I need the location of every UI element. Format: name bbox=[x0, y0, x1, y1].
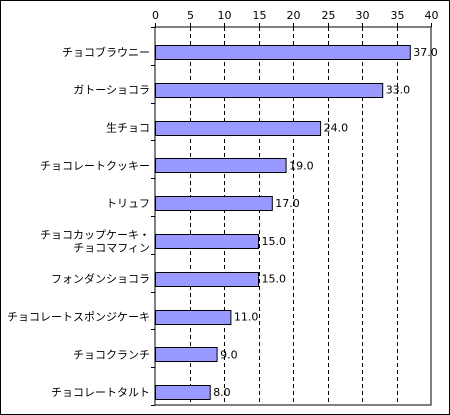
category-label: チョコブラウニー bbox=[62, 45, 150, 59]
x-tick-label: 15 bbox=[253, 9, 267, 22]
category-label: ガトーショコラ bbox=[73, 84, 150, 97]
category-label: 生チョコ bbox=[106, 121, 150, 135]
value-label: 24.0 bbox=[324, 122, 349, 135]
value-label: 19.0 bbox=[289, 159, 314, 172]
bar bbox=[155, 196, 273, 211]
value-label: 37.0 bbox=[413, 46, 438, 59]
category-label-line: ガトーショコラ bbox=[73, 84, 150, 97]
x-tick-label: 25 bbox=[322, 9, 336, 22]
category-label-line: チョコカップケーキ・ bbox=[40, 228, 150, 241]
category-label: フォンダンショコラ bbox=[51, 272, 150, 286]
category-label: チョコレートタルト bbox=[51, 386, 150, 399]
bar bbox=[155, 310, 232, 325]
x-tick-label: 40 bbox=[425, 9, 439, 22]
category-label: トリュフ bbox=[106, 197, 150, 210]
x-tick-label: 0 bbox=[152, 9, 159, 22]
bar bbox=[155, 121, 322, 136]
category-label: チョコカップケーキ・チョコマフィン bbox=[40, 228, 150, 254]
bar bbox=[155, 45, 411, 60]
category-label: チョコレートスポンジケーキ bbox=[7, 311, 150, 324]
bar bbox=[155, 234, 259, 249]
x-tick-label: 10 bbox=[218, 9, 232, 22]
category-label-line: チョコクランチ bbox=[73, 348, 150, 361]
category-label-line: チョコレートクッキー bbox=[40, 159, 150, 172]
bar bbox=[155, 385, 211, 400]
bar bbox=[155, 347, 218, 362]
category-label: チョコクランチ bbox=[73, 348, 150, 361]
category-label-line: チョコマフィン bbox=[73, 241, 150, 254]
value-label: 9.0 bbox=[220, 348, 238, 361]
category-label-line: トリュフ bbox=[106, 197, 150, 210]
x-tick-label: 35 bbox=[391, 9, 405, 22]
category-label-line: チョコブラウニー bbox=[62, 45, 150, 59]
value-label: 11.0 bbox=[234, 311, 259, 324]
x-tick-label: 5 bbox=[187, 9, 194, 22]
bar bbox=[155, 158, 287, 173]
value-label: 15.0 bbox=[262, 235, 287, 248]
x-tick-label: 20 bbox=[287, 9, 301, 22]
category-label-line: フォンダンショコラ bbox=[51, 272, 150, 286]
bar bbox=[155, 272, 259, 287]
value-label: 8.0 bbox=[213, 386, 231, 399]
category-label-line: 生チョコ bbox=[106, 121, 150, 135]
bar bbox=[155, 83, 384, 98]
category-label: チョコレートクッキー bbox=[40, 159, 150, 172]
x-tick-label: 30 bbox=[356, 9, 370, 22]
category-label-line: チョコレートスポンジケーキ bbox=[7, 311, 150, 324]
category-label-line: チョコレートタルト bbox=[51, 386, 150, 399]
value-label: 33.0 bbox=[386, 84, 411, 97]
value-label: 15.0 bbox=[262, 273, 287, 286]
value-label: 17.0 bbox=[275, 197, 300, 210]
